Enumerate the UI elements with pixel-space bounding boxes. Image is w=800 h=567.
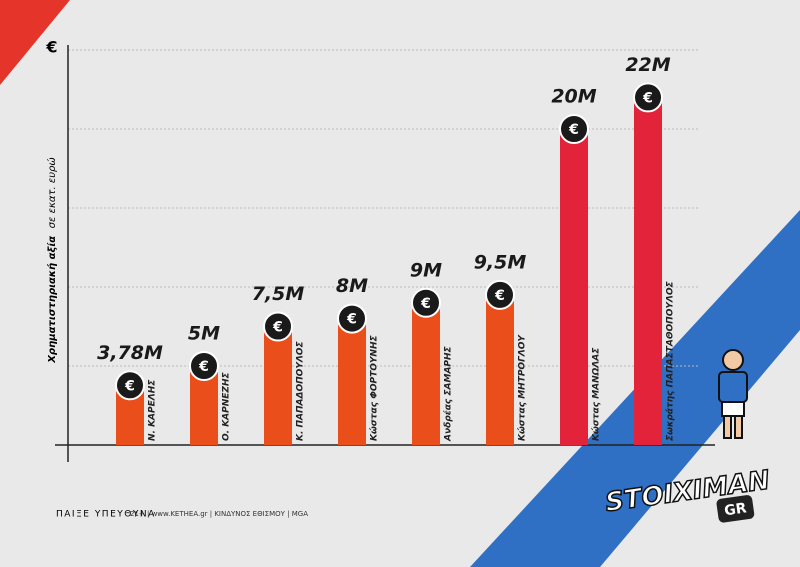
coin: [559, 114, 589, 144]
category-label: Ο. ΚΑΡΝΕΖΗΣ: [222, 372, 232, 441]
axis-unit: €: [45, 38, 57, 57]
coin-symbol: €: [642, 90, 653, 106]
value-label: 22M: [625, 54, 670, 76]
value-label: 9M: [410, 259, 442, 281]
logo-badge: [716, 495, 755, 523]
coin-symbol: €: [272, 320, 283, 336]
value-label: 9,5M: [474, 251, 527, 273]
slogan: ΠΑΙΞΕ ΥΠΕΥΘΥΝΑ: [56, 510, 156, 520]
bar: [634, 97, 662, 446]
value-label: 8M: [336, 275, 368, 297]
player-icon: [718, 349, 748, 439]
value-label: 5M: [188, 323, 220, 345]
coin: [485, 279, 515, 310]
coin: [115, 370, 145, 401]
category-label: Κ. ΠΑΠΑΔΟΠΟΥΛΟΣ: [296, 341, 306, 441]
coin: [189, 351, 219, 381]
y-axis-label: Χρηματιστηριακή αξία σε εκατ. ευρώ: [46, 157, 58, 364]
coin-symbol: €: [420, 296, 431, 312]
coin-symbol: €: [346, 312, 357, 328]
corner-decoration: [0, 0, 70, 85]
category-label: Κώστας ΜΑΝΩΛΑΣ: [591, 347, 602, 441]
bar: [486, 294, 514, 445]
coin-symbol: €: [568, 122, 579, 138]
category-label: Κώστας ΦΟΡΤΟΥΝΗΣ: [369, 335, 380, 441]
bar: [412, 302, 440, 445]
coin: [633, 82, 663, 113]
bar: [560, 129, 588, 445]
coin: [337, 303, 367, 334]
notice: 21+ | www.KETHEA.gr | ΚΙΝΔΥΝΟΣ ΕΘΙΣΜΟΥ |…: [130, 510, 308, 518]
y-axis-label-rest: σε εκατ. ευρώ: [46, 157, 58, 228]
coin-symbol: €: [494, 288, 505, 304]
coin: [263, 311, 293, 342]
value-label: 7,5M: [252, 283, 305, 305]
bar: [338, 318, 366, 445]
category-label: Ανδρέας ΣΑΜΑΡΗΣ: [443, 345, 454, 442]
category-label: Κώστας ΜΗΤΡΟΓΛΟΥ: [517, 334, 528, 441]
y-axis-label-bold: Χρηματιστηριακή αξία: [46, 236, 58, 364]
value-label: 3,78M: [97, 342, 163, 364]
coin-symbol: €: [124, 378, 135, 394]
coin-symbol: €: [198, 359, 209, 375]
coin: [411, 287, 441, 318]
category-label: Σωκράτης ΠΑΠΑΣΤΑΘΟΠΟΥΛΟΣ: [666, 281, 676, 441]
category-label: Ν. ΚΑΡΕΛΗΣ: [148, 379, 158, 441]
bar: [264, 326, 292, 445]
logo-suffix: GR: [723, 500, 747, 519]
value-label: 20M: [551, 86, 596, 108]
